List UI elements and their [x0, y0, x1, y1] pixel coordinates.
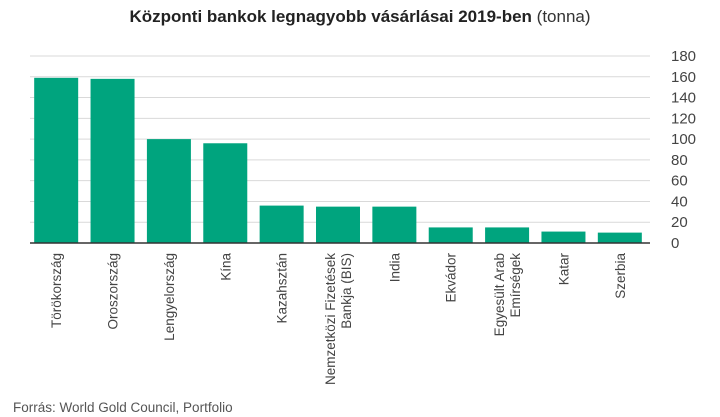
bar: [90, 78, 135, 243]
x-tick-label-line: Szerbia: [613, 253, 628, 299]
x-tick-label: Ekvádor: [444, 253, 459, 303]
chart-title-unit: (tonna): [536, 7, 591, 26]
y-tick-label: 120: [671, 110, 696, 127]
x-tick-label-line: Lengyelország: [162, 253, 177, 341]
bar: [203, 143, 248, 243]
x-tick-label: Kazahsztán: [275, 253, 290, 324]
bar: [428, 227, 473, 243]
bar: [372, 206, 417, 243]
x-tick-label-line: Törökország: [49, 253, 64, 328]
bar: [259, 205, 304, 243]
x-tick-label-line: Emírségek: [508, 253, 523, 318]
x-tick-label: Nemzetközi FizetésekBankja (BIS): [323, 253, 354, 385]
x-tick-label: Oroszország: [106, 253, 121, 330]
y-tick-label: 140: [671, 90, 696, 107]
y-tick-label: 60: [671, 173, 688, 190]
x-tick-label: Lengyelország: [162, 253, 177, 341]
x-tick-label-line: Kazahsztán: [275, 253, 290, 324]
x-tick-label: Kína: [218, 253, 233, 281]
bar: [146, 139, 191, 243]
x-tick-label: India: [387, 253, 402, 283]
x-tick-label-line: Oroszország: [106, 253, 121, 330]
bars: [34, 77, 642, 243]
x-tick-label: Törökország: [49, 253, 64, 328]
x-tick-label-line: Kína: [218, 253, 233, 281]
x-tick-label: Egyesült ArabEmírségek: [492, 253, 523, 337]
source-note: Forrás: World Gold Council, Portfolio: [13, 400, 233, 415]
y-tick-label: 180: [671, 48, 696, 65]
x-tick-label-line: Bankja (BIS): [339, 253, 354, 329]
bar: [316, 206, 360, 243]
x-axis-labels: Törökország Oroszország Lengyelország Kína K…: [49, 253, 628, 386]
chart-title-main: Központi bankok legnagyobb vásárlásai 20…: [129, 7, 532, 26]
bar: [541, 231, 586, 243]
y-axis-ticks: 0 20 40 60 80 100 120 140 160 180: [671, 48, 696, 252]
bar: [34, 77, 79, 243]
x-tick-label-line: Nemzetközi Fizetések: [323, 253, 338, 385]
bar: [485, 227, 530, 243]
x-tick-label-line: India: [387, 253, 402, 283]
y-tick-label: 160: [671, 69, 696, 86]
x-tick-label-line: Ekvádor: [444, 253, 459, 303]
x-tick-label-line: Katar: [556, 253, 571, 286]
x-tick-label: Szerbia: [613, 253, 628, 299]
x-tick-label: Katar: [556, 253, 571, 286]
y-tick-label: 40: [671, 193, 688, 210]
y-tick-label: 0: [671, 235, 679, 252]
chart-title: Központi bankok legnagyobb vásárlásai 20…: [0, 7, 720, 27]
y-tick-label: 20: [671, 214, 688, 231]
bar: [597, 232, 642, 243]
y-tick-label: 100: [671, 131, 696, 148]
x-tick-label-line: Egyesült Arab: [492, 253, 507, 336]
y-tick-label: 80: [671, 152, 688, 169]
